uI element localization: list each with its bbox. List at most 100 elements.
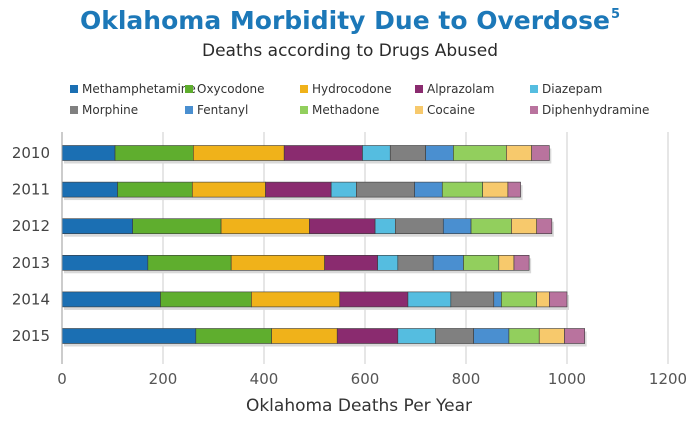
bar-segment-2014-fentanyl bbox=[493, 291, 502, 308]
bar-segment-2013-diazepam bbox=[377, 255, 399, 271]
legend-item-diazepam: Diazepam bbox=[530, 82, 602, 96]
x-tick-label-800: 800 bbox=[452, 370, 481, 388]
legend-label-alprazolam: Alprazolam bbox=[427, 82, 494, 96]
bar-segment-2014-oxycodone bbox=[160, 291, 252, 308]
bar-segment-2015-cocaine bbox=[538, 328, 565, 344]
bar-segment-2011-methamphetamine bbox=[61, 181, 118, 198]
legend-item-morphine: Morphine bbox=[70, 103, 138, 117]
bar-segment-2014-methadone bbox=[501, 291, 538, 308]
legend-label-diphenhydramine: Diphenhydramine bbox=[542, 103, 649, 117]
bar-segment-2012-cocaine bbox=[511, 218, 538, 234]
bar-segment-2010-methadone bbox=[453, 145, 507, 161]
x-axis-label: Oklahoma Deaths Per Year bbox=[246, 396, 472, 416]
category-label-2014: 2014 bbox=[12, 290, 50, 308]
legend-swatch-methadone bbox=[300, 106, 308, 114]
bar-segment-2010-morphine bbox=[389, 145, 426, 161]
bar-segment-2012-oxycodone bbox=[132, 218, 222, 234]
legend-swatch-cocaine bbox=[415, 106, 423, 114]
bar-segment-2013-fentanyl bbox=[432, 255, 464, 271]
bar-row-2013 bbox=[61, 255, 532, 274]
bar-segment-2011-oxycodone bbox=[117, 181, 193, 198]
legend-label-hydrocodone: Hydrocodone bbox=[312, 82, 392, 96]
legend-item-cocaine: Cocaine bbox=[415, 103, 475, 117]
legend-item-fentanyl: Fentanyl bbox=[185, 103, 248, 117]
category-label-2011: 2011 bbox=[12, 181, 50, 199]
bar-segment-2010-alprazolam bbox=[283, 145, 363, 161]
legend-item-oxycodone: Oxycodone bbox=[185, 82, 265, 96]
bar-segment-2015-oxycodone bbox=[195, 328, 272, 344]
bar-segment-2011-morphine bbox=[356, 181, 415, 198]
chart-legend: Methamphetamine Oxycodone Hydrocodone Alpra… bbox=[70, 82, 649, 117]
bar-row-2011 bbox=[61, 181, 523, 201]
bar-segment-2015-morphine bbox=[435, 328, 474, 344]
chart-subtitle: Deaths according to Drugs Abused bbox=[201, 41, 499, 61]
bar-segment-2011-fentanyl bbox=[414, 181, 443, 198]
bar-segment-2010-methamphetamine bbox=[61, 145, 116, 161]
bar-segment-2014-diazepam bbox=[407, 291, 452, 308]
legend-item-methamphetamine: Methamphetamine bbox=[70, 82, 196, 96]
chart-bars bbox=[61, 145, 587, 347]
legend-swatch-morphine bbox=[70, 106, 78, 114]
bar-segment-2013-methamphetamine bbox=[61, 255, 149, 271]
bar-row-2015 bbox=[61, 328, 587, 347]
category-label-2010: 2010 bbox=[12, 144, 50, 162]
bar-segment-2013-cocaine bbox=[498, 255, 515, 271]
bar-segment-2012-hydrocodone bbox=[220, 218, 310, 234]
bar-segment-2015-alprazolam bbox=[336, 328, 399, 344]
legend-swatch-fentanyl bbox=[185, 106, 193, 114]
legend-item-diphenhydramine: Diphenhydramine bbox=[530, 103, 649, 117]
legend-label-diazepam: Diazepam bbox=[542, 82, 602, 96]
x-tick-label-1200: 1200 bbox=[649, 370, 687, 388]
bar-segment-2010-diazepam bbox=[362, 145, 391, 161]
bar-segment-2010-oxycodone bbox=[114, 145, 194, 161]
legend-swatch-diphenhydramine bbox=[530, 106, 538, 114]
bar-segment-2012-diazepam bbox=[374, 218, 396, 234]
legend-item-alprazolam: Alprazolam bbox=[415, 82, 494, 96]
bar-segment-2012-morphine bbox=[394, 218, 444, 234]
bar-segment-2014-morphine bbox=[450, 291, 495, 308]
bar-segment-2015-diphenhydramine bbox=[564, 328, 585, 344]
bar-segment-2011-diazepam bbox=[330, 181, 357, 198]
bar-segment-2015-hydrocodone bbox=[271, 328, 338, 344]
bar-segment-2015-methamphetamine bbox=[61, 328, 197, 344]
x-tick-label-0: 0 bbox=[57, 370, 67, 388]
bar-segment-2013-oxycodone bbox=[147, 255, 232, 271]
chart-title-footnote: 5 bbox=[610, 7, 620, 22]
bar-row-2012 bbox=[61, 218, 554, 237]
bar-segment-2011-methadone bbox=[441, 181, 483, 198]
bar-segment-2015-diazepam bbox=[397, 328, 437, 344]
bar-segment-2011-hydrocodone bbox=[191, 181, 266, 198]
bar-segment-2014-methamphetamine bbox=[61, 291, 161, 308]
x-tick-label-600: 600 bbox=[351, 370, 380, 388]
x-tick-label-400: 400 bbox=[250, 370, 279, 388]
bar-segment-2014-diphenhydramine bbox=[549, 291, 568, 308]
category-label-2015: 2015 bbox=[12, 327, 50, 345]
bar-segment-2014-hydrocodone bbox=[251, 291, 341, 308]
legend-swatch-alprazolam bbox=[415, 85, 423, 93]
bar-segment-2013-diphenhydramine bbox=[513, 255, 530, 271]
bar-segment-2011-diphenhydramine bbox=[507, 181, 521, 198]
bar-segment-2012-fentanyl bbox=[442, 218, 472, 234]
legend-label-methamphetamine: Methamphetamine bbox=[82, 82, 196, 96]
bar-row-2014 bbox=[61, 291, 569, 310]
bar-segment-2012-methadone bbox=[470, 218, 512, 234]
legend-label-cocaine: Cocaine bbox=[427, 103, 475, 117]
category-label-2012: 2012 bbox=[12, 217, 50, 235]
bar-segment-2013-hydrocodone bbox=[230, 255, 325, 271]
bar-segment-2015-fentanyl bbox=[473, 328, 510, 344]
bar-row-2010 bbox=[61, 145, 552, 164]
chart-title: Oklahoma Morbidity Due to Overdose5 bbox=[0, 6, 700, 35]
bar-segment-2015-methadone bbox=[508, 328, 540, 344]
bar-segment-2011-cocaine bbox=[482, 181, 509, 198]
category-label-2013: 2013 bbox=[12, 254, 50, 272]
bar-segment-2013-morphine bbox=[397, 255, 434, 271]
legend-swatch-methamphetamine bbox=[70, 85, 78, 93]
category-axis: 2010 2011 2012 2013 2014 2015 bbox=[12, 144, 50, 345]
legend-swatch-hydrocodone bbox=[300, 85, 308, 93]
bar-segment-2010-fentanyl bbox=[425, 145, 454, 161]
bar-segment-2014-cocaine bbox=[536, 291, 550, 308]
legend-swatch-oxycodone bbox=[185, 85, 193, 93]
value-axis: 0 200 400 600 800 1000 1200 bbox=[57, 132, 687, 388]
bar-segment-2010-cocaine bbox=[506, 145, 532, 161]
bar-segment-2013-methadone bbox=[463, 255, 500, 271]
